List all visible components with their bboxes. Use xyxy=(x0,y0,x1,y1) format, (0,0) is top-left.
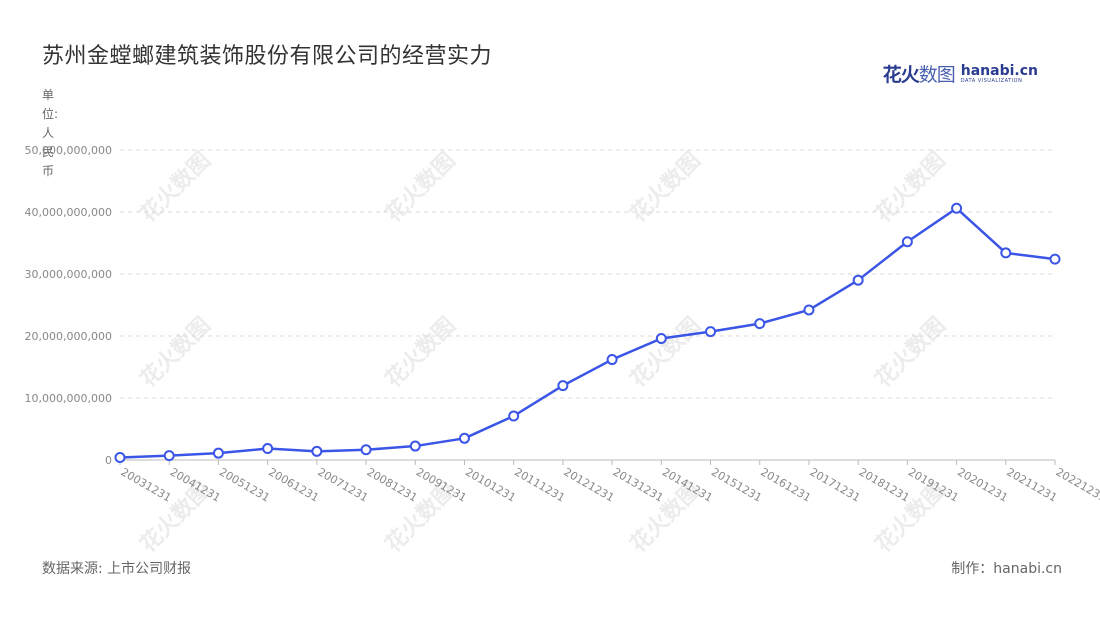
y-axis-unit-label: 单位:人民币 xyxy=(42,88,59,178)
data-point xyxy=(1000,247,1012,259)
x-tick-label: 20091231 xyxy=(414,465,469,504)
logo-cn-text: 花火数图 xyxy=(882,64,956,86)
x-tick-label: 20041231 xyxy=(168,465,223,504)
x-tick-label: 20121231 xyxy=(561,465,616,504)
data-point xyxy=(212,447,224,459)
data-point xyxy=(705,326,717,338)
x-tick-label: 20171231 xyxy=(807,465,862,504)
data-point xyxy=(557,380,569,392)
x-tick-label: 20061231 xyxy=(266,465,321,504)
data-point xyxy=(409,440,421,452)
data-point xyxy=(901,236,913,248)
logo-en-text: hanabi.cn DATA VISUALIZATION xyxy=(960,62,1038,84)
series-line xyxy=(119,207,1056,459)
data-point xyxy=(311,445,323,457)
data-point xyxy=(606,354,618,366)
data-point xyxy=(458,432,470,444)
x-tick-label: 20131231 xyxy=(611,465,666,504)
x-tick-label: 20211231 xyxy=(1004,465,1059,504)
credit-note: 制作：hanabi.cn xyxy=(951,561,1062,577)
data-point xyxy=(655,332,667,344)
data-point xyxy=(754,318,766,330)
data-point xyxy=(803,304,815,316)
y-tick-label: 20,000,000,000 xyxy=(25,330,112,343)
x-tick-label: 20221231 xyxy=(1054,465,1100,504)
x-tick-label: 20071231 xyxy=(315,465,370,504)
data-point xyxy=(163,450,175,462)
y-tick-label: 40,000,000,000 xyxy=(25,206,112,219)
x-tick-label: 20161231 xyxy=(758,465,813,504)
data-point xyxy=(360,444,372,456)
data-point xyxy=(114,452,126,464)
x-tick-label: 20111231 xyxy=(512,465,567,504)
y-tick-label: 10,000,000,000 xyxy=(25,392,112,405)
x-tick-label: 20191231 xyxy=(906,465,961,504)
chart-title: 苏州金螳螂建筑装饰股份有限公司的经营实力 xyxy=(42,44,493,69)
data-point xyxy=(1049,253,1061,265)
x-tick-label: 20141231 xyxy=(660,465,715,504)
data-source-note: 数据来源: 上市公司财报 xyxy=(42,561,192,577)
x-tick-label: 20151231 xyxy=(709,465,764,504)
x-tick-label: 20201231 xyxy=(955,465,1010,504)
data-point xyxy=(951,202,963,214)
brand-logo: 花火数图 hanabi.cn DATA VISUALIZATION xyxy=(883,60,1038,87)
data-point xyxy=(852,274,864,286)
y-tick-label: 30,000,000,000 xyxy=(25,268,112,281)
x-tick-label: 20081231 xyxy=(365,465,420,504)
y-tick-label: 50,000,000,000 xyxy=(25,144,112,157)
data-point xyxy=(508,410,520,422)
y-tick-label: 0 xyxy=(105,454,112,467)
x-tick-label: 20101231 xyxy=(463,465,518,504)
x-tick-label: 20051231 xyxy=(217,465,272,504)
x-tick-label: 20031231 xyxy=(119,465,174,504)
data-point xyxy=(262,443,274,455)
x-tick-label: 20181231 xyxy=(857,465,912,504)
